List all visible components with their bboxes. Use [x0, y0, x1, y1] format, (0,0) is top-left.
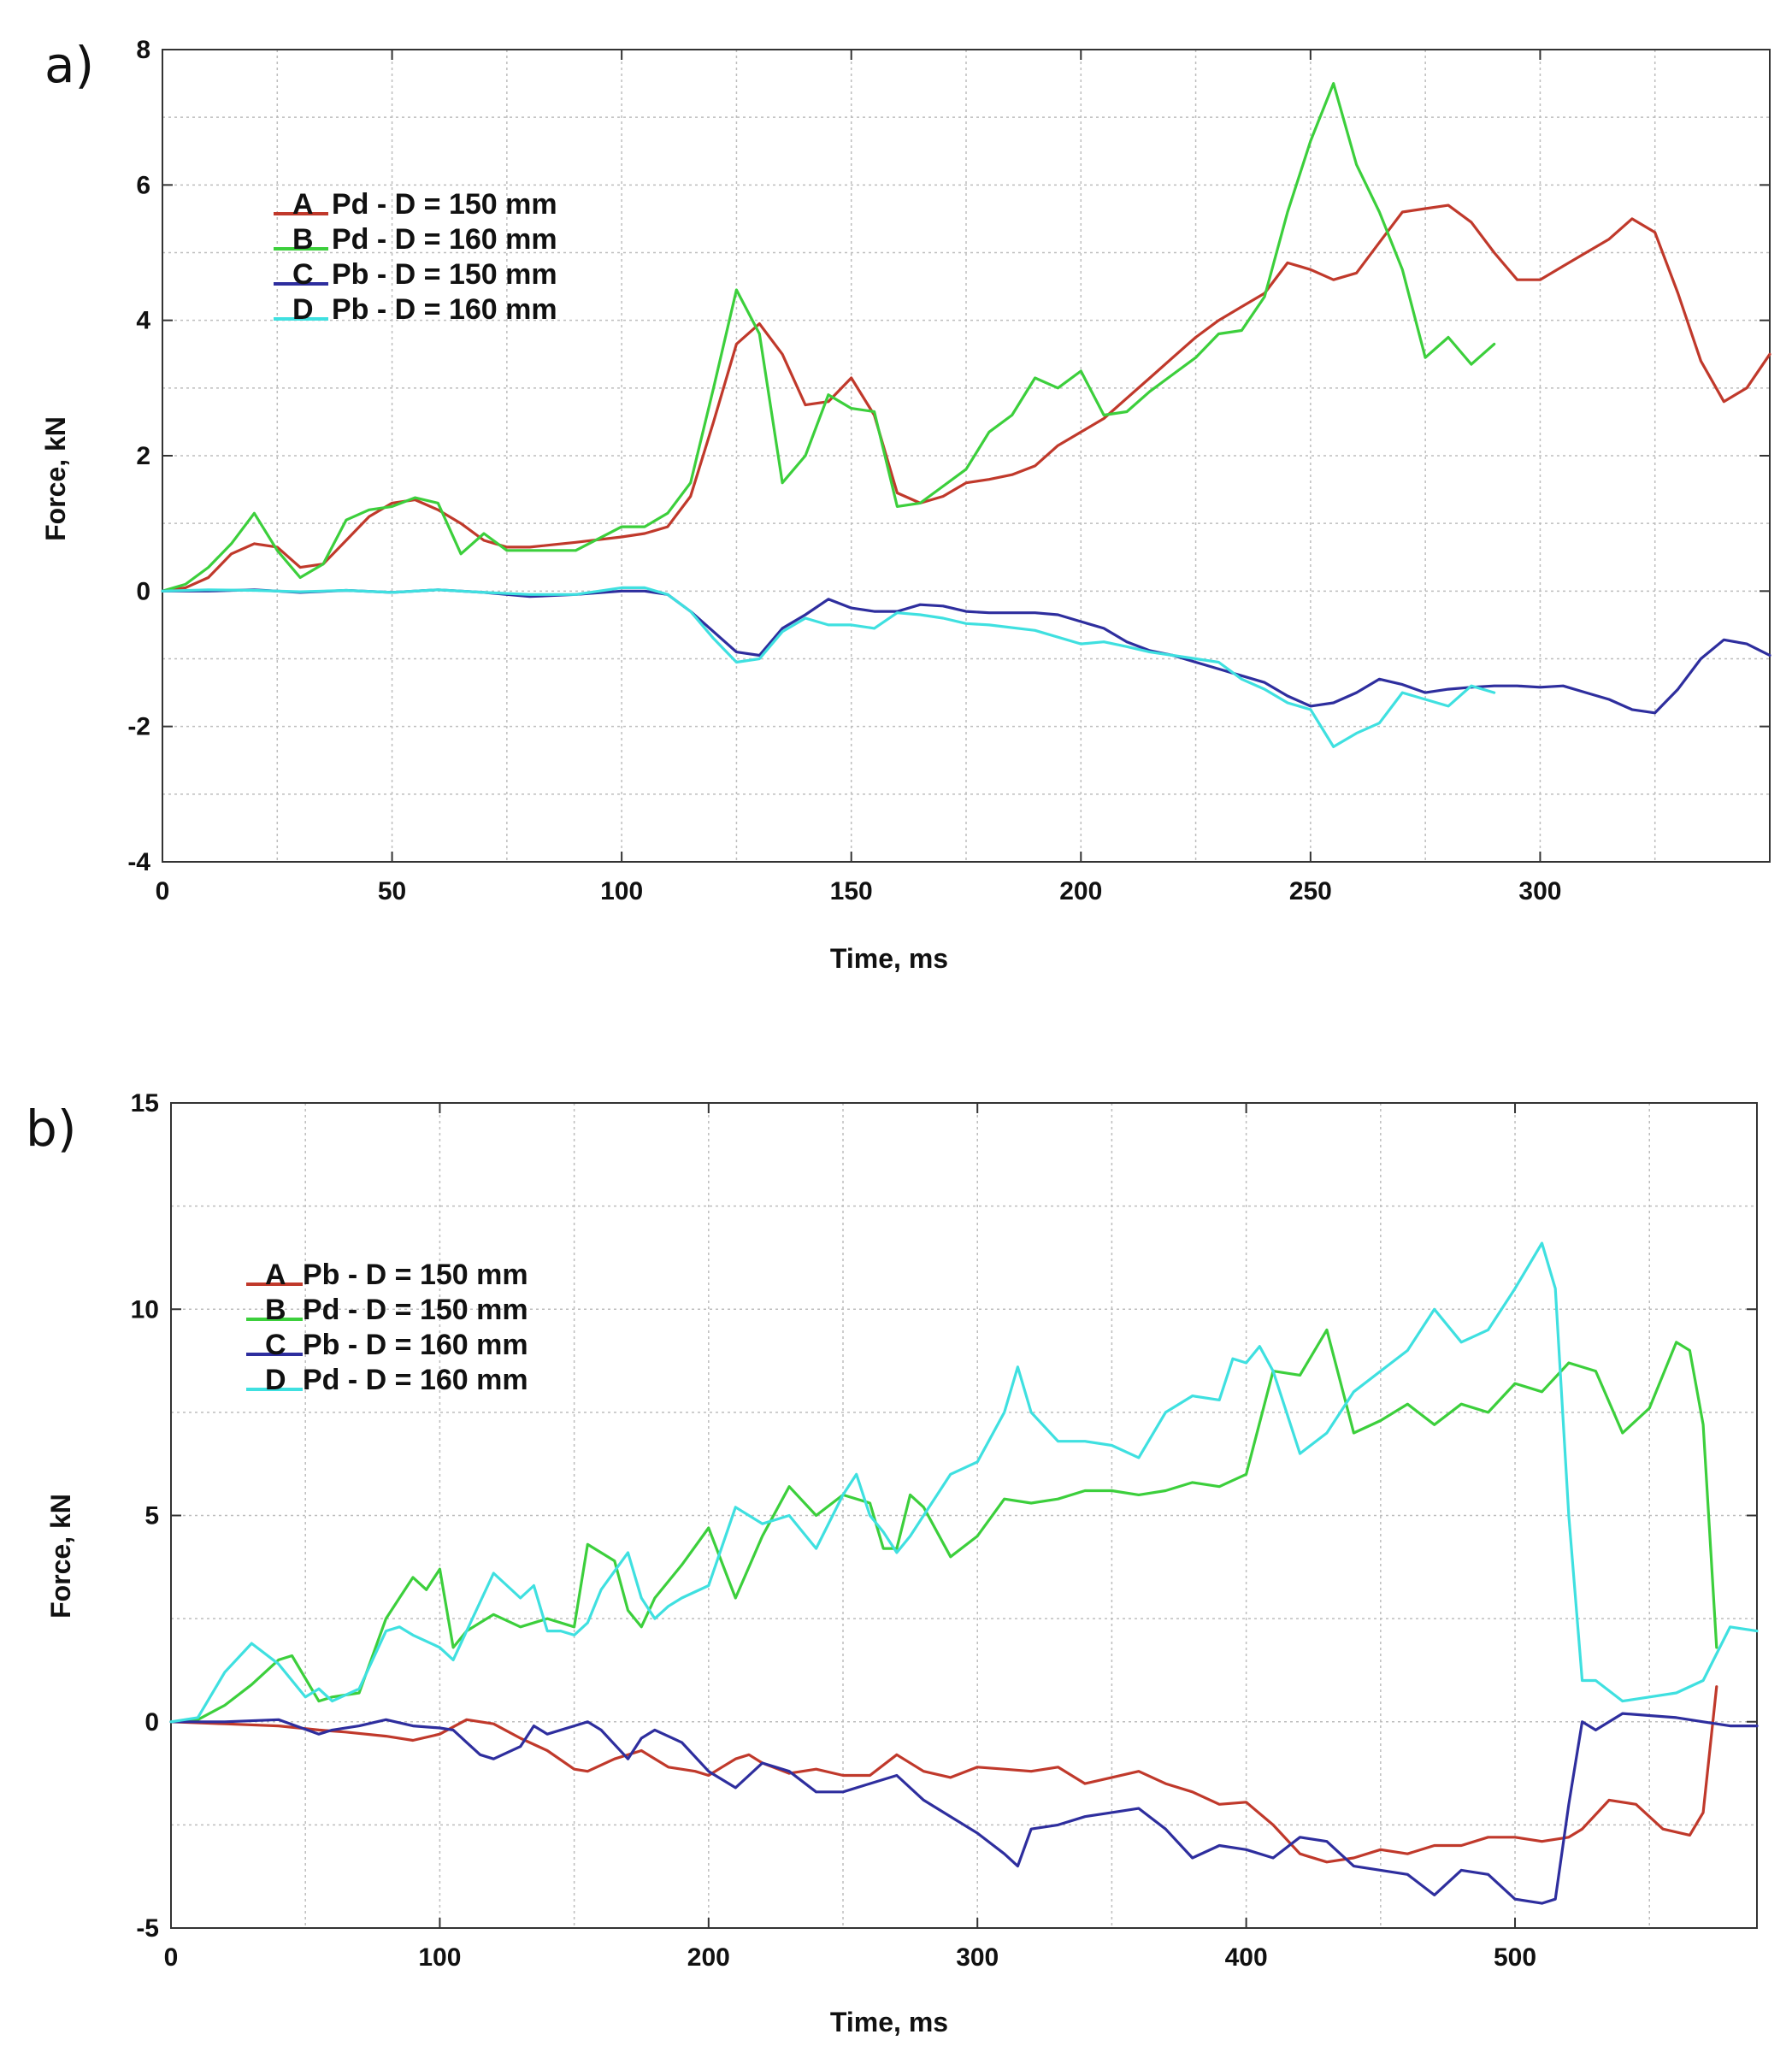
y-tick-label: 6 — [136, 171, 150, 199]
x-tick-label: 100 — [600, 877, 643, 905]
y-tick-label: -4 — [127, 848, 150, 876]
series-line-b — [161, 81, 1496, 593]
legend: A Pb - D = 150 mm B Pd - D = 150 mm C Pb… — [246, 1259, 528, 1396]
legend-entry-b: B Pd - D = 160 mm — [274, 223, 557, 256]
y-tick-label: 10 — [131, 1295, 159, 1324]
x-tick-label: 400 — [1225, 1943, 1268, 1972]
series-line-d — [161, 586, 1496, 749]
legend-label: Pd - D = 160 mm — [332, 223, 557, 256]
x-tick-label: 200 — [687, 1943, 730, 1972]
legend-entry-d: D Pb - D = 160 mm — [274, 293, 557, 326]
y-tick-label: 8 — [136, 36, 150, 64]
legend-letter: B — [292, 223, 314, 256]
y-axis-title: Force, kN — [40, 416, 71, 541]
legend-letter: D — [292, 293, 314, 326]
legend-entry-a: A Pd - D = 150 mm — [274, 188, 557, 221]
y-axis-title: Force, kN — [45, 1494, 76, 1619]
x-tick-label: 150 — [830, 877, 873, 905]
series-line-c — [161, 588, 1771, 715]
legend-label: Pb - D = 160 mm — [303, 1329, 528, 1361]
x-tick-label: 300 — [1518, 877, 1561, 905]
legend-label: Pb - D = 150 mm — [303, 1259, 528, 1291]
legend-entry-b: B Pd - D = 150 mm — [246, 1294, 528, 1326]
legend-letter: C — [265, 1329, 286, 1361]
legend-letter: A — [292, 188, 314, 221]
y-tick-label: 5 — [144, 1502, 159, 1530]
x-tick-label: 0 — [156, 877, 170, 905]
y-tick-label: 15 — [131, 1089, 159, 1117]
x-tick-label: 100 — [418, 1943, 461, 1972]
legend-entry-c: C Pb - D = 160 mm — [246, 1329, 528, 1361]
x-tick-label: 300 — [956, 1943, 999, 1972]
x-tick-label: 0 — [164, 1943, 179, 1972]
panel-label: a) — [44, 36, 94, 94]
x-axis-title: Time, ms — [830, 943, 948, 974]
series-line-a — [169, 1685, 1718, 1864]
y-tick-label: 0 — [136, 577, 150, 605]
legend: A Pd - D = 150 mm B Pd - D = 160 mm C Pb… — [274, 188, 557, 326]
legend-label: Pb - D = 150 mm — [332, 258, 557, 291]
legend-letter: C — [292, 258, 314, 291]
y-tick-label: 4 — [136, 307, 150, 335]
x-tick-label: 250 — [1289, 877, 1332, 905]
legend-entry-a: A Pb - D = 150 mm — [246, 1259, 528, 1291]
series-line-a — [161, 203, 1771, 593]
x-tick-label: 500 — [1494, 1943, 1536, 1972]
y-tick-label: -2 — [127, 713, 150, 741]
y-tick-label: 2 — [136, 442, 150, 470]
legend-entry-c: C Pb - D = 150 mm — [274, 258, 557, 291]
legend-letter: D — [265, 1364, 286, 1396]
y-tick-label: -5 — [136, 1914, 159, 1943]
legend-label: Pd - D = 150 mm — [332, 188, 557, 221]
legend-label: Pd - D = 150 mm — [303, 1294, 528, 1326]
series-line-d — [169, 1241, 1759, 1724]
series-line-b — [169, 1328, 1718, 1724]
series-line-c — [169, 1712, 1759, 1905]
x-axis-title: Time, ms — [830, 2007, 948, 2037]
panel-label: b) — [26, 1100, 76, 1158]
y-tick-label: 0 — [144, 1708, 159, 1737]
x-tick-label: 50 — [378, 877, 406, 905]
legend-entry-d: D Pd - D = 160 mm — [246, 1364, 528, 1396]
legend-letter: B — [265, 1294, 286, 1326]
legend-label: Pb - D = 160 mm — [332, 293, 557, 326]
legend-label: Pd - D = 160 mm — [303, 1364, 528, 1396]
legend-letter: A — [265, 1259, 286, 1291]
x-tick-label: 200 — [1059, 877, 1102, 905]
